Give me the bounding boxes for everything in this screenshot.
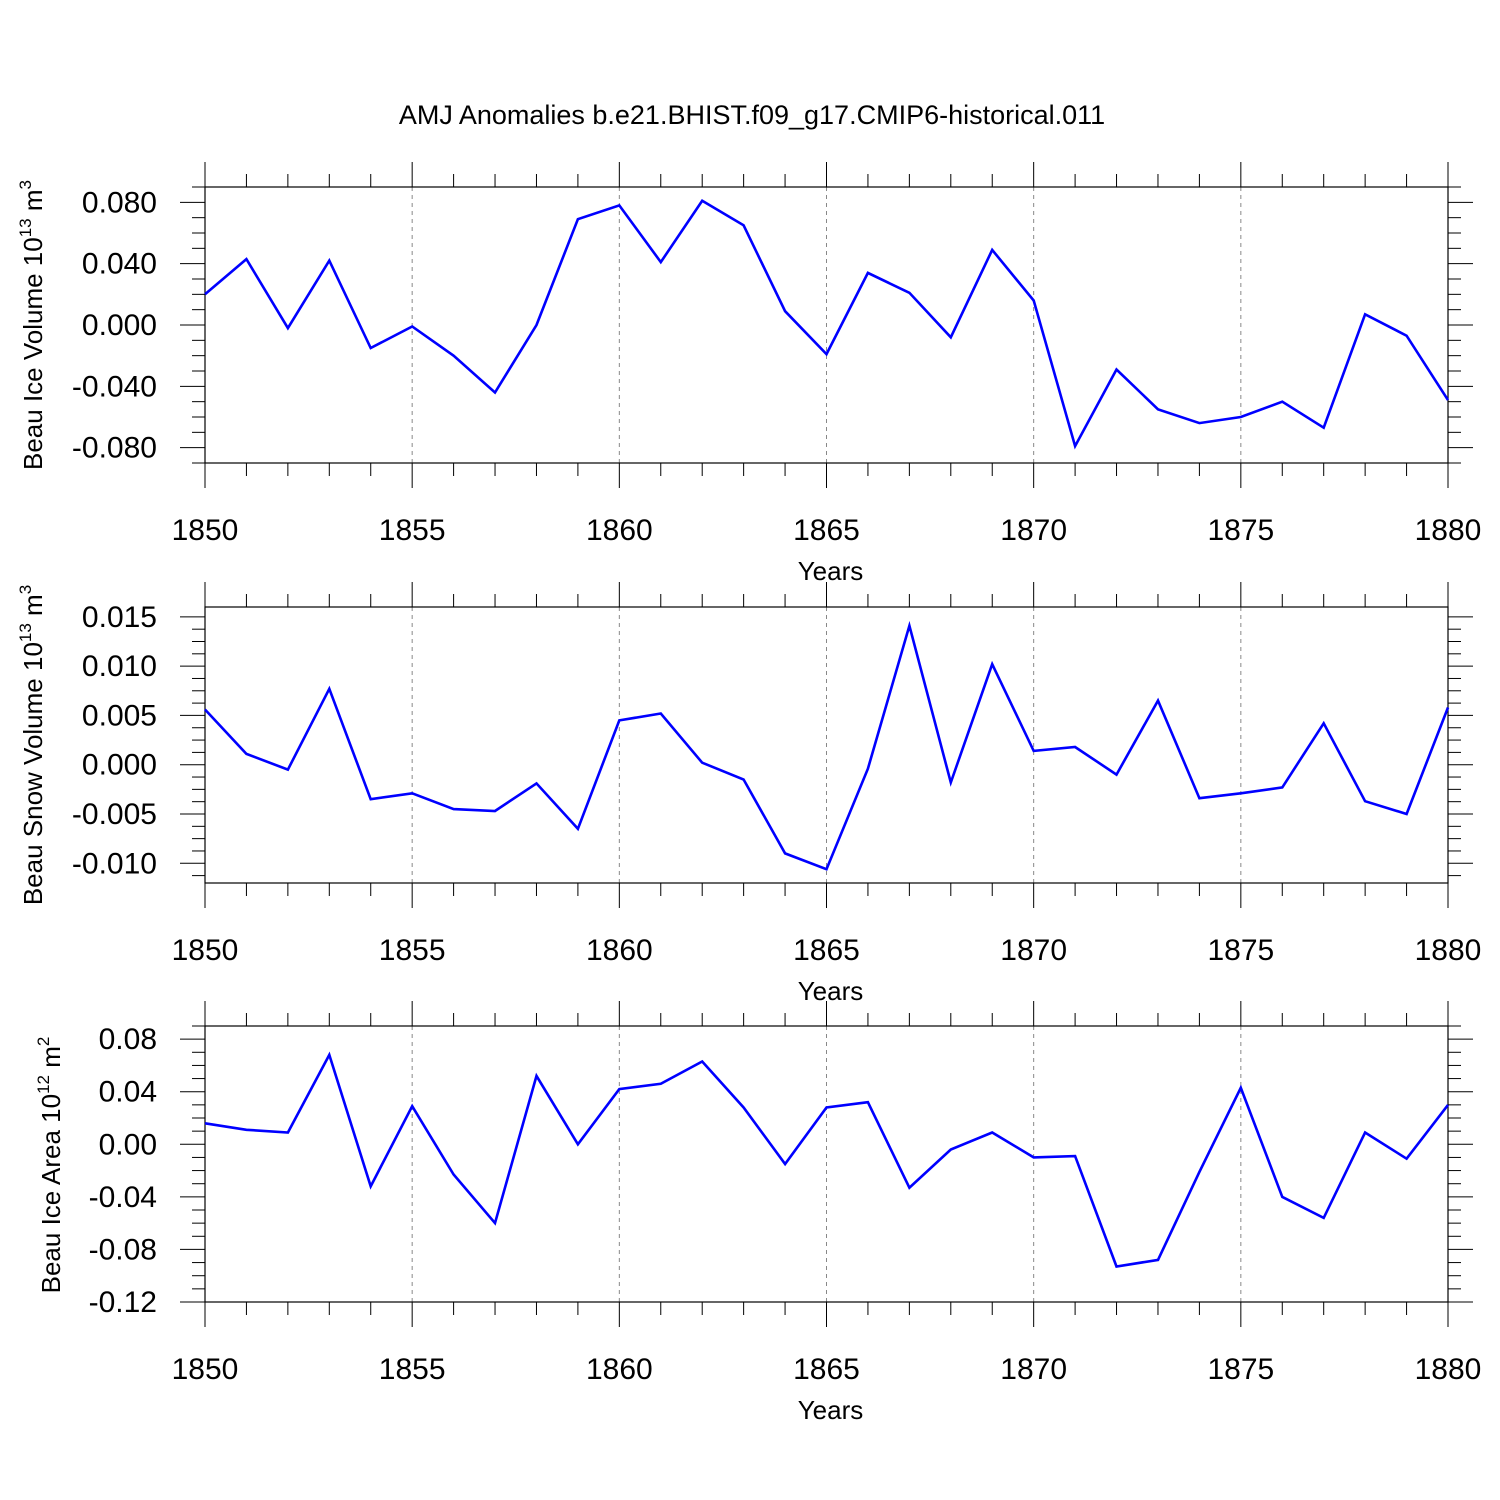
y-tick-label: 0.00 <box>99 1128 157 1161</box>
x-tick-label: 1860 <box>586 514 653 547</box>
x-tick-label: 1865 <box>793 934 860 967</box>
y-tick-label: -0.080 <box>72 432 157 465</box>
x-tick-label: 1865 <box>793 514 860 547</box>
y-axis-title: Beau Ice Area 1012 m2 <box>34 1037 66 1294</box>
y-tick-label: 0.04 <box>99 1076 157 1109</box>
x-tick-label: 1860 <box>586 934 653 967</box>
chart-panel-3: 0.08 0.04 0.00 -0.04 -0.08 -0.12 1850 1855 1860 1… <box>34 1001 1481 1425</box>
y-axis-title: Beau Ice Volume 1013 m3 <box>16 180 48 470</box>
x-tick-label: 1870 <box>1000 934 1067 967</box>
x-tick-label: 1850 <box>172 514 239 547</box>
x-axis-title: Years <box>798 976 864 1006</box>
y-tick-label: 0.08 <box>99 1023 157 1056</box>
series-line <box>204 620 1450 871</box>
y-tick-label: -0.005 <box>72 798 157 831</box>
x-tick-label: 1850 <box>172 1353 239 1386</box>
y-tick-label: 0.000 <box>82 309 157 342</box>
y-tick-label: 0.000 <box>82 749 157 782</box>
x-tick-label: 1855 <box>379 934 446 967</box>
y-tick-label: -0.04 <box>89 1181 157 1214</box>
y-tick-label: 0.005 <box>82 699 157 732</box>
x-tick-label: 1870 <box>1000 514 1067 547</box>
x-tick-label: 1875 <box>1207 934 1274 967</box>
y-tick-label: -0.08 <box>89 1233 157 1266</box>
x-tick-label: 1880 <box>1415 514 1482 547</box>
x-axis-title: Years <box>798 1395 864 1425</box>
chart-panels: 0.080 0.040 0.000 -0.040 -0.080 1850 1855 1860 1… <box>16 162 1481 1425</box>
x-tick-label: 1880 <box>1415 1353 1482 1386</box>
x-tick-label: 1870 <box>1000 1353 1067 1386</box>
x-tick-label: 1880 <box>1415 934 1482 967</box>
y-tick-label: 0.080 <box>82 186 157 219</box>
x-axis-title: Years <box>798 556 864 586</box>
y-axis-title: Beau Snow Volume 1013 m3 <box>16 585 48 905</box>
y-tick-label: 0.040 <box>82 248 157 281</box>
y-tick-label: 0.015 <box>82 601 157 634</box>
series-line <box>204 199 1450 450</box>
x-tick-label: 1855 <box>379 1353 446 1386</box>
x-tick-label: 1865 <box>793 1353 860 1386</box>
y-tick-label: -0.010 <box>72 847 157 880</box>
y-tick-label: -0.040 <box>72 370 157 403</box>
x-tick-label: 1850 <box>172 934 239 967</box>
x-tick-label: 1860 <box>586 1353 653 1386</box>
x-tick-label: 1875 <box>1207 514 1274 547</box>
y-tick-label: -0.12 <box>89 1286 157 1319</box>
x-tick-label: 1875 <box>1207 1353 1274 1386</box>
chart-panel-1: 0.080 0.040 0.000 -0.040 -0.080 1850 1855 1860 1… <box>16 162 1481 586</box>
series-line <box>204 1051 1450 1268</box>
figure-title: AMJ Anomalies b.e21.BHIST.f09_g17.CMIP6-… <box>399 100 1105 130</box>
y-tick-label: 0.010 <box>82 650 157 683</box>
chart-panel-2: 0.015 0.010 0.005 0.000 -0.005 -0.010 1850 1855… <box>16 582 1481 1006</box>
x-tick-label: 1855 <box>379 514 446 547</box>
